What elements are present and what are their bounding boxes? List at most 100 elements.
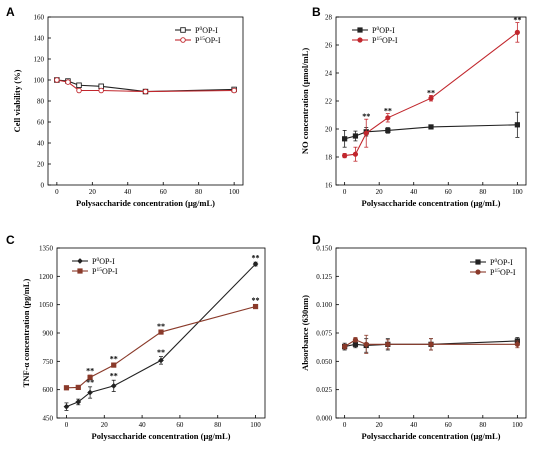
x-tick-label: 100 — [512, 188, 523, 196]
legend-label: P15OP-I — [372, 36, 398, 45]
data-point — [63, 403, 70, 410]
x-tick-label: 60 — [176, 421, 184, 429]
data-point — [363, 130, 369, 136]
x-tick-label: 20 — [376, 421, 384, 429]
significance-mark: ** — [427, 88, 435, 97]
x-axis-title: Polysaccharide concentration (μg/mL) — [92, 431, 231, 441]
x-tick-label: 0 — [343, 188, 347, 196]
data-point — [363, 341, 369, 347]
x-tick-label: 80 — [479, 188, 487, 196]
data-point — [352, 337, 359, 343]
y-tick-label: 450 — [43, 415, 54, 423]
x-tick-label: 60 — [445, 188, 453, 196]
legend-label: P0OP-I — [195, 26, 218, 35]
y-tick-label: 1050 — [39, 301, 54, 309]
data-point — [98, 87, 104, 94]
data-point — [180, 37, 186, 43]
significance-mark: ** — [252, 253, 260, 262]
legend-label: P0OP-I — [372, 26, 395, 35]
significance-mark: ** — [157, 322, 165, 331]
y-axis-title: Absorbance (630nm) — [300, 295, 310, 371]
y-tick-label: 24 — [325, 70, 333, 78]
x-tick-label: 100 — [512, 421, 523, 429]
panel-c: C 0 20 40 60 80 100 450 600 750 900 1050 1200 1350 Pol… — [6, 233, 266, 441]
data-point — [342, 136, 348, 142]
x-tick-label: 20 — [376, 188, 384, 196]
data-point — [252, 303, 259, 310]
x-tick-label: 40 — [124, 188, 132, 196]
data-point — [111, 362, 117, 368]
x-tick-label: 0 — [343, 421, 347, 429]
data-point — [158, 357, 164, 364]
x-tick-label: 100 — [229, 188, 240, 196]
legend-label: P15OP-I — [92, 267, 118, 276]
data-point — [357, 27, 363, 33]
panel-letter: A — [6, 5, 15, 19]
x-tick-label: 40 — [410, 188, 418, 196]
data-point — [514, 29, 520, 36]
y-tick-label: 26 — [325, 42, 333, 50]
panel-letter: B — [312, 5, 321, 19]
x-tick-label: 80 — [195, 188, 203, 196]
data-point — [231, 87, 237, 94]
data-point — [142, 88, 149, 95]
y-tick-label: 0.100 — [316, 301, 332, 309]
y-tick-label: 100 — [34, 77, 45, 85]
data-point — [475, 259, 481, 265]
x-axis-title: Polysaccharide concentration (μg/mL) — [362, 198, 501, 208]
y-tick-label: 140 — [34, 35, 45, 43]
data-point — [428, 95, 434, 101]
y-tick-label: 0.150 — [316, 245, 332, 253]
x-axis-title: Polysaccharide concentration (μg/mL) — [362, 431, 501, 441]
data-point — [63, 385, 70, 391]
x-tick-label: 20 — [101, 421, 109, 429]
significance-mark: ** — [157, 348, 165, 357]
data-point — [110, 382, 117, 389]
significance-mark: ** — [384, 107, 392, 116]
y-tick-label: 1200 — [39, 273, 54, 281]
data-point — [385, 127, 391, 134]
data-point — [352, 341, 359, 347]
x-tick-label: 60 — [160, 188, 168, 196]
y-tick-label: 22 — [325, 98, 333, 106]
y-tick-label: 160 — [34, 14, 45, 22]
significance-mark: ** — [110, 371, 118, 380]
panel-letter: D — [312, 233, 321, 247]
significance-mark: ** — [252, 296, 260, 305]
data-point — [514, 341, 520, 347]
x-tick-label: 40 — [410, 421, 418, 429]
x-tick-label: 0 — [55, 188, 59, 196]
y-tick-label: 0.075 — [316, 330, 332, 338]
y-tick-label: 0.025 — [316, 386, 332, 394]
y-tick-label: 20 — [325, 126, 333, 134]
significance-mark: ** — [513, 16, 521, 25]
data-point — [342, 153, 348, 159]
x-tick-label: 0 — [65, 421, 69, 429]
y-tick-label: 0.000 — [316, 415, 332, 423]
data-point — [76, 82, 82, 88]
significance-mark: ** — [362, 112, 370, 121]
y-tick-label: 16 — [325, 182, 333, 190]
panel-letter: C — [6, 233, 15, 247]
data-point — [75, 398, 82, 405]
y-tick-label: 1350 — [39, 245, 54, 253]
data-point — [76, 87, 82, 94]
y-tick-label: 18 — [325, 154, 333, 162]
data-point — [87, 374, 93, 380]
data-point — [475, 269, 481, 275]
y-tick-label: 0.050 — [316, 358, 332, 366]
panel-a: A 0 20 40 60 80 100 0 20 40 60 80 100 120 140 160 Polysa… — [6, 5, 244, 208]
data-point — [77, 268, 83, 274]
legend-label: P0OP-I — [92, 257, 115, 266]
y-tick-label: 600 — [43, 386, 54, 394]
data-point — [352, 151, 359, 157]
data-point — [385, 341, 391, 347]
panel-b: B 0 20 40 60 80 100 16 18 20 22 24 26 28 Polysaccharid… — [300, 5, 527, 208]
x-tick-label: 80 — [479, 421, 487, 429]
legend-label: P15OP-I — [195, 36, 221, 45]
significance-mark: ** — [86, 366, 94, 375]
y-tick-label: 750 — [43, 358, 54, 366]
y-tick-label: 0.125 — [316, 273, 332, 281]
data-point — [252, 261, 259, 268]
